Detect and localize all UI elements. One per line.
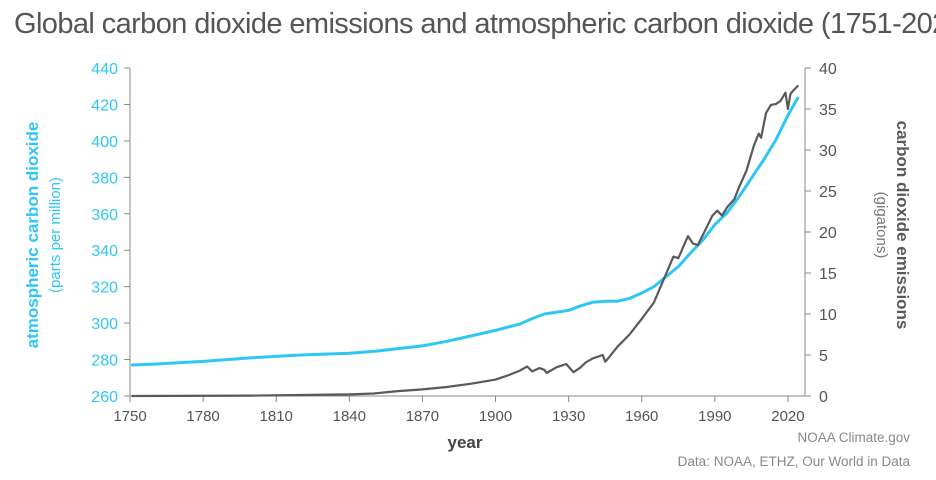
left-axis-label: atmospheric carbon dioxide	[23, 122, 42, 349]
series-lines	[130, 84, 800, 398]
right-tick-label: 30	[819, 143, 837, 160]
left-tick-label: 380	[91, 170, 118, 187]
co2-ppm-line	[130, 96, 800, 367]
left-tick-label: 360	[91, 207, 118, 224]
left-tick-label: 260	[91, 389, 118, 406]
right-tick-label: 15	[819, 266, 837, 283]
x-tick-label: 1750	[113, 408, 146, 425]
x-axis-label: year	[448, 433, 483, 452]
credit-data: Data: NOAA, ETHZ, Our World in Data	[677, 454, 910, 469]
left-tick-label: 320	[91, 280, 118, 297]
chart-title: Global carbon dioxide emissions and atmo…	[14, 8, 936, 40]
left-tick-label: 440	[91, 61, 118, 78]
left-tick-label: 280	[91, 353, 118, 370]
x-tick-label: 1930	[552, 408, 585, 425]
right-tick-label: 20	[819, 225, 837, 242]
left-tick-label: 400	[91, 134, 118, 151]
right-tick-label: 40	[819, 61, 837, 78]
right-axis-sublabel: (gigatons)	[873, 192, 890, 259]
x-tick-label: 2020	[771, 408, 804, 425]
right-tick-label: 25	[819, 184, 837, 201]
left-tick-label: 340	[91, 243, 118, 260]
left-tick-label: 300	[91, 316, 118, 333]
credit-source: NOAA Climate.gov	[797, 430, 910, 445]
x-tick-label: 1780	[186, 408, 219, 425]
right-tick-label: 10	[819, 307, 837, 324]
left-tick-label: 420	[91, 97, 118, 114]
left-axis-ticks: 260 280 300 320 340 360 380 400 420 440	[91, 61, 130, 406]
x-tick-label: 1990	[698, 408, 731, 425]
x-tick-label: 1870	[406, 408, 439, 425]
right-tick-label: 35	[819, 102, 837, 119]
left-axis-sublabel: (parts per million)	[47, 177, 64, 293]
x-axis-ticks: 1750 1780 1810 1840 1870 1900 1930 1960 1990 2020	[113, 396, 805, 425]
right-axis-ticks: 0 5 10 15 20 25 30 35 40	[805, 61, 837, 406]
emissions-line	[131, 84, 799, 398]
right-tick-label: 0	[819, 389, 828, 406]
x-tick-label: 1960	[625, 408, 658, 425]
x-tick-label: 1900	[479, 408, 512, 425]
x-tick-label: 1840	[333, 408, 366, 425]
x-tick-label: 1810	[260, 408, 293, 425]
right-axis-label: carbon dioxide emissions	[893, 121, 912, 330]
right-tick-label: 5	[819, 348, 828, 365]
